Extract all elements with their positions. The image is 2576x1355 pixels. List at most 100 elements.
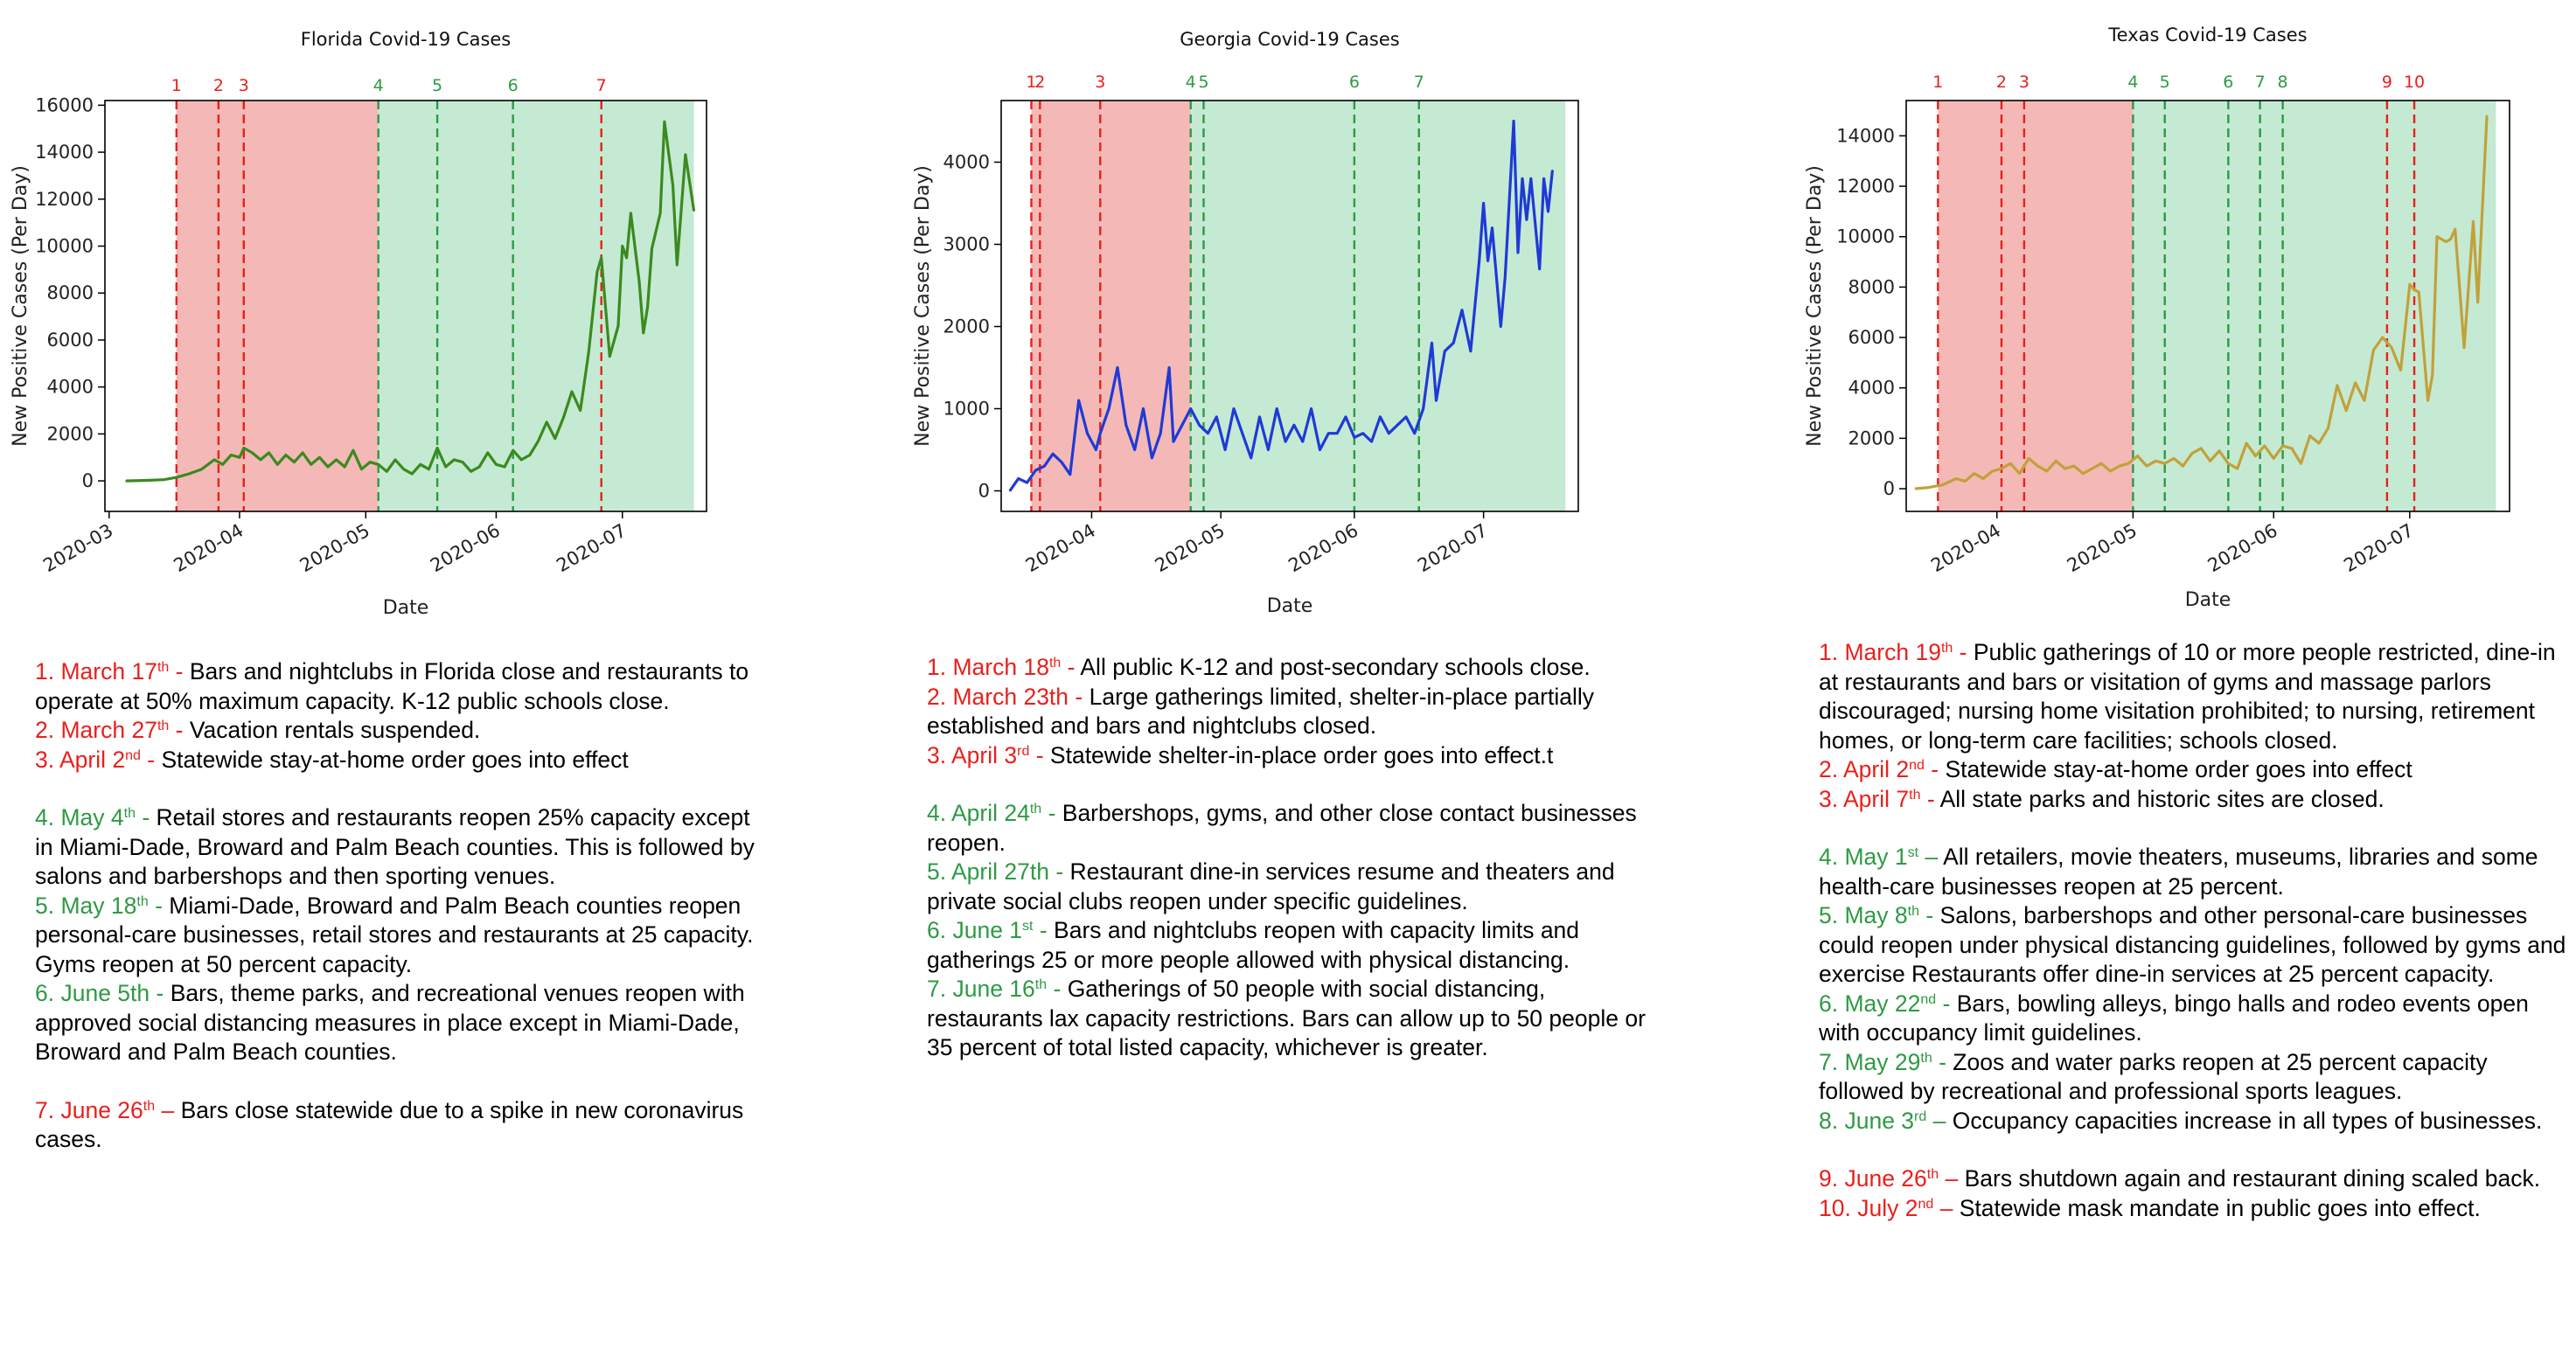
data-point [1207, 432, 1209, 434]
data-point [2036, 465, 2039, 467]
event-description: Bars, bowling alleys, bingo halls and ro… [1819, 990, 2529, 1046]
event-number-2: 2 [213, 76, 224, 95]
y-tick-label-2000: 2000 [1848, 427, 1895, 448]
event-date-label: 4. May 1st – [1819, 844, 1943, 870]
event-note: 8. June 3rd – Occupancy capacities incre… [1819, 1107, 2571, 1136]
event-description: Bars, theme parks, and recreational venu… [35, 980, 745, 1065]
data-point [462, 461, 463, 463]
x-tick-label-2020-05: 2020-05 [296, 520, 373, 577]
event-note: 4. April 24th - Barbershops, gyms, and o… [927, 799, 1653, 858]
x-tick-label-2020-04: 2020-04 [1927, 520, 2004, 577]
data-point [1482, 202, 1485, 205]
data-point [2431, 374, 2433, 377]
data-point [1542, 177, 1545, 180]
event-date: 7. June 16 [927, 976, 1035, 1002]
note-spacer [35, 775, 761, 803]
x-axis-label: Date [1267, 595, 1313, 617]
event-note: 3. April 2nd - Statewide stay-at-home or… [35, 746, 761, 775]
data-point [562, 416, 565, 419]
data-point [1301, 441, 1304, 442]
data-point [2182, 465, 2184, 467]
data-point [1009, 490, 1011, 492]
event-description: Large gatherings limited, shelter-in-pla… [927, 683, 1594, 740]
event-description: Restaurant dine-in services resume and t… [927, 858, 1615, 914]
ordinal-suffix: rd [1017, 743, 1030, 759]
event-note: 7. May 29th - Zoos and water parks reope… [1819, 1048, 2571, 1107]
event-number-2: 2 [1996, 73, 2007, 92]
data-point [444, 466, 447, 468]
data-point [1478, 260, 1480, 262]
data-point [1327, 432, 1330, 434]
chart-title: Florida Covid-19 Cases [301, 29, 512, 50]
y-tick-label-14000: 14000 [1836, 125, 1895, 146]
event-date: 3. April 2 [35, 746, 126, 773]
data-point [2318, 442, 2320, 444]
data-point [2476, 301, 2479, 303]
data-point [1159, 432, 1162, 434]
data-point [1396, 424, 1398, 427]
ordinal-suffix: th [157, 660, 170, 675]
data-point [2409, 283, 2411, 286]
data-point [2100, 462, 2102, 465]
y-tick-label-12000: 12000 [35, 189, 94, 210]
data-point [1973, 472, 1975, 475]
data-point [2245, 442, 2247, 444]
ordinal-suffix: th [1034, 977, 1048, 992]
data-point [1491, 226, 1493, 229]
data-point [672, 184, 674, 186]
data-point [2486, 115, 2488, 117]
event-note: 2. March 27th - Vacation rentals suspend… [35, 716, 761, 746]
data-point [2146, 465, 2148, 467]
ordinal-suffix: rd [1914, 1108, 1927, 1124]
data-point [1133, 448, 1136, 451]
event-number-8: 8 [2278, 73, 2288, 92]
data-point [2073, 465, 2075, 467]
data-point [2091, 468, 2093, 469]
data-point [2354, 382, 2357, 384]
event-description: Statewide stay-at-home order goes into e… [161, 746, 629, 773]
data-point [163, 478, 165, 481]
event-description: Barbershops, gyms, and other close conta… [927, 800, 1637, 856]
ordinal-suffix: th [1926, 1167, 1939, 1182]
data-point [1181, 424, 1183, 427]
data-point [2463, 346, 2465, 349]
florida-chart: 1 2 3 4 5 6 7020004000600080001000012000140001… [10, 29, 707, 619]
data-point [1069, 473, 1071, 476]
event-date: 6. June 5th [35, 980, 150, 1006]
data-point [2109, 470, 2112, 472]
data-point [1108, 407, 1110, 410]
data-point [588, 351, 590, 353]
data-point [1258, 416, 1261, 418]
data-point [213, 459, 216, 461]
dash-separator: - [148, 892, 170, 919]
data-point [1991, 470, 1994, 472]
data-point [1034, 469, 1037, 471]
data-point [1955, 477, 1957, 480]
data-point [2281, 445, 2284, 447]
ordinal-suffix: th [123, 806, 136, 821]
event-description: Occupancy capacities increase in all typ… [1952, 1107, 2543, 1134]
dash-separator: - [1069, 683, 1090, 710]
event-description: All state parks and historic sites are c… [1939, 785, 2385, 812]
data-point [276, 463, 279, 466]
data-point [659, 212, 661, 214]
data-point [242, 447, 245, 449]
data-point [419, 463, 421, 466]
dash-separator: - [1920, 785, 1940, 812]
data-point [638, 280, 640, 282]
dash-separator: - [135, 804, 157, 830]
event-date-label: 5. April 27th - [927, 858, 1070, 885]
dash-separator: – [1926, 1107, 1953, 1134]
data-point [1529, 177, 1532, 180]
event-note: 1. March 19th - Public gatherings of 10 … [1819, 638, 2571, 755]
data-point [1538, 268, 1541, 270]
data-point [1173, 441, 1174, 442]
x-tick-label-2020-06: 2020-06 [427, 520, 504, 577]
data-point [2454, 228, 2456, 230]
dash-separator: - [1029, 741, 1050, 768]
event-number-1: 1 [1026, 73, 1036, 92]
data-point [1095, 448, 1097, 451]
data-point [625, 257, 628, 259]
event-date: 4. April 24 [927, 800, 1030, 826]
y-tick-label-0: 0 [978, 481, 990, 502]
